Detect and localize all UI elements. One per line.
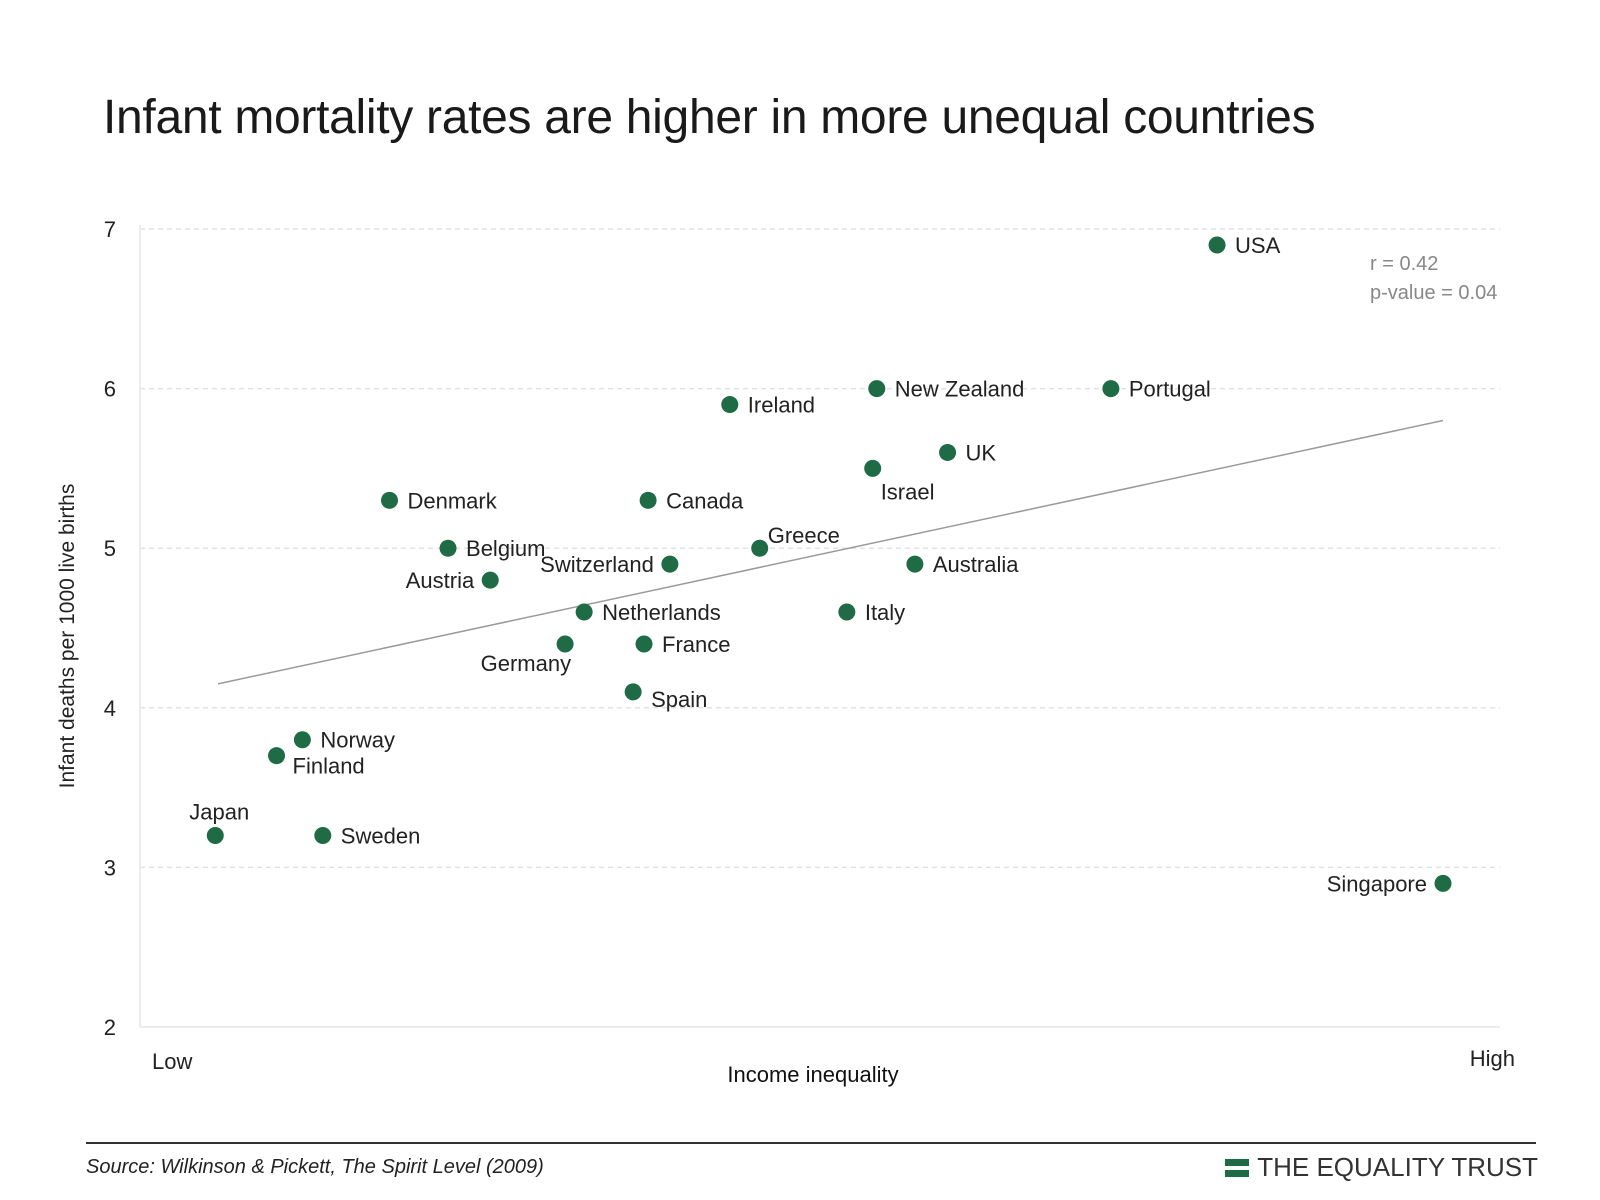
label-australia: Australia bbox=[933, 552, 1019, 577]
point-labels: USA Portugal New Zealand Ireland UK Israel Den… bbox=[189, 233, 1427, 896]
y-tick-label-6: 6 bbox=[104, 377, 116, 402]
y-axis-label: Infant deaths per 1000 live births bbox=[56, 484, 79, 789]
label-finland: Finland bbox=[293, 754, 365, 779]
equality-trust-logo-icon bbox=[1225, 1158, 1250, 1177]
label-greece: Greece bbox=[768, 523, 840, 548]
label-new-zealand: New Zealand bbox=[895, 377, 1025, 402]
point-germany[interactable] bbox=[556, 635, 574, 653]
trend-line-group bbox=[217, 419, 1444, 685]
label-italy: Italy bbox=[865, 600, 905, 625]
point-new-zealand[interactable] bbox=[868, 380, 886, 398]
point-portugal[interactable] bbox=[1102, 380, 1120, 398]
label-sweden: Sweden bbox=[341, 823, 421, 848]
label-germany: Germany bbox=[481, 651, 571, 676]
label-spain: Spain bbox=[651, 687, 707, 712]
label-austria: Austria bbox=[406, 568, 475, 593]
scatter-chart: 2 3 4 5 6 7 USA Portugal New Zealand Ireland UK Is… bbox=[56, 217, 1515, 1087]
source-citation: Source: Wilkinson & Pickett, The Spirit … bbox=[86, 1156, 544, 1178]
label-switzerland: Switzerland bbox=[540, 552, 654, 577]
y-tick-label-5: 5 bbox=[104, 536, 116, 561]
x-axis-high-label: High bbox=[1470, 1046, 1515, 1071]
point-ireland[interactable] bbox=[721, 396, 739, 414]
label-ireland: Ireland bbox=[748, 393, 815, 418]
y-tick-label-3: 3 bbox=[104, 855, 116, 880]
footer-divider bbox=[86, 1142, 1536, 1144]
chart-title: Infant mortality rates are higher in mor… bbox=[103, 91, 1316, 144]
label-portugal: Portugal bbox=[1129, 377, 1211, 402]
label-france: France bbox=[662, 632, 730, 657]
grid-lines bbox=[140, 228, 1500, 869]
data-points bbox=[206, 236, 1452, 892]
point-spain[interactable] bbox=[624, 683, 642, 701]
point-netherlands[interactable] bbox=[575, 603, 593, 621]
trend-line bbox=[217, 419, 1444, 685]
label-canada: Canada bbox=[666, 488, 744, 513]
label-netherlands: Netherlands bbox=[602, 600, 721, 625]
label-uk: UK bbox=[966, 440, 997, 465]
point-austria[interactable] bbox=[481, 571, 499, 589]
axes: 2 3 4 5 6 7 bbox=[104, 217, 1500, 1040]
point-australia[interactable] bbox=[906, 555, 924, 573]
point-finland[interactable] bbox=[268, 747, 286, 765]
label-belgium: Belgium bbox=[466, 536, 545, 561]
point-usa[interactable] bbox=[1208, 236, 1226, 254]
y-tick-label-4: 4 bbox=[104, 696, 116, 721]
point-greece[interactable] bbox=[751, 539, 769, 557]
label-singapore: Singapore bbox=[1327, 871, 1427, 896]
y-tick-label-7: 7 bbox=[104, 217, 116, 242]
point-switzerland[interactable] bbox=[661, 555, 679, 573]
p-value-text: p-value = 0.04 bbox=[1370, 282, 1497, 304]
brand-name: THE EQUALITY TRUST bbox=[1257, 1152, 1538, 1182]
point-norway[interactable] bbox=[293, 731, 311, 749]
point-japan[interactable] bbox=[206, 826, 224, 844]
point-belgium[interactable] bbox=[439, 539, 457, 557]
label-japan: Japan bbox=[189, 799, 249, 824]
point-singapore[interactable] bbox=[1434, 874, 1452, 892]
brand-logo: THE EQUALITY TRUST bbox=[1225, 1152, 1538, 1183]
label-denmark: Denmark bbox=[408, 488, 498, 513]
point-canada[interactable] bbox=[639, 491, 657, 509]
point-italy[interactable] bbox=[838, 603, 856, 621]
correlation-r-text: r = 0.42 bbox=[1370, 253, 1438, 275]
label-usa: USA bbox=[1235, 233, 1281, 258]
point-israel[interactable] bbox=[864, 459, 882, 477]
y-tick-label-2: 2 bbox=[104, 1015, 116, 1040]
point-denmark[interactable] bbox=[381, 491, 398, 509]
point-uk[interactable] bbox=[939, 443, 957, 461]
label-israel: Israel bbox=[881, 479, 935, 504]
label-norway: Norway bbox=[320, 728, 395, 753]
x-axis-low-label: Low bbox=[152, 1049, 192, 1074]
point-sweden[interactable] bbox=[314, 826, 332, 844]
x-axis-label: Income inequality bbox=[727, 1062, 898, 1087]
point-france[interactable] bbox=[635, 635, 653, 653]
